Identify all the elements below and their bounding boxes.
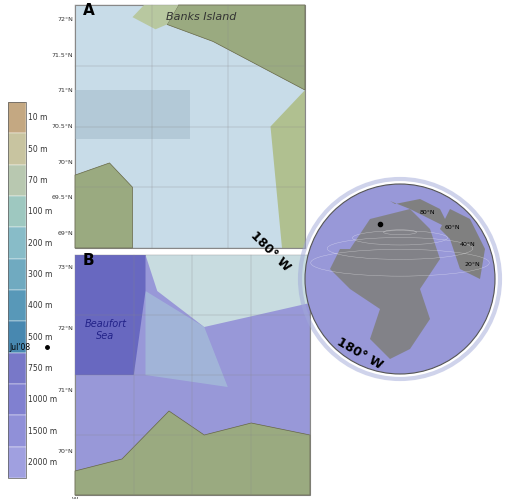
Polygon shape: [75, 163, 132, 248]
Bar: [8, 447, 26, 478]
Text: 71.5°N: 71.5°N: [52, 52, 73, 57]
Polygon shape: [145, 255, 310, 327]
Bar: [8, 165, 26, 196]
Text: 180° W: 180° W: [334, 336, 384, 372]
Bar: [8, 228, 26, 258]
Text: 400 m: 400 m: [28, 301, 53, 310]
Bar: [8, 290, 26, 321]
Bar: [8, 133, 26, 165]
Bar: [8, 196, 26, 228]
Text: 200 m: 200 m: [28, 239, 52, 248]
Bar: [8, 102, 26, 133]
Text: 40°N: 40°N: [459, 242, 475, 247]
Text: 50 m: 50 m: [28, 145, 47, 154]
Polygon shape: [75, 90, 189, 139]
Text: 1000 m: 1000 m: [28, 395, 57, 404]
Text: 500 m: 500 m: [28, 332, 53, 341]
Text: 1500 m: 1500 m: [28, 427, 57, 436]
Bar: [8, 321, 26, 353]
Polygon shape: [389, 199, 449, 229]
Text: 80°N: 80°N: [419, 210, 435, 215]
Text: Banks Island: Banks Island: [166, 12, 236, 22]
Bar: [75, 255, 310, 495]
Bar: [8, 258, 26, 290]
Text: 10 m: 10 m: [28, 113, 47, 122]
Text: 70°N: 70°N: [57, 160, 73, 165]
Text: 69°N: 69°N: [57, 231, 73, 236]
Text: 70.5°N: 70.5°N: [52, 124, 73, 129]
Text: A: A: [83, 3, 94, 18]
Text: 73°N: 73°N: [57, 265, 73, 270]
Text: B: B: [83, 253, 94, 268]
Text: 69.5°N: 69.5°N: [52, 196, 73, 201]
Text: Jul'08: Jul'08: [9, 343, 30, 352]
Text: 70°N: 70°N: [57, 450, 73, 455]
Polygon shape: [439, 209, 484, 279]
Polygon shape: [132, 5, 178, 29]
Text: 71°N: 71°N: [57, 88, 73, 93]
Text: W: W: [72, 497, 78, 499]
Text: 72°N: 72°N: [57, 326, 73, 331]
Text: 180° W: 180° W: [247, 229, 292, 273]
Bar: [75, 5, 305, 248]
Bar: [8, 353, 26, 384]
Bar: [8, 415, 26, 447]
Text: 60°N: 60°N: [444, 225, 460, 230]
Text: 20°N: 20°N: [464, 261, 480, 266]
Bar: [8, 384, 26, 415]
Text: 750 m: 750 m: [28, 364, 53, 373]
Text: 70 m: 70 m: [28, 176, 47, 185]
Text: 2000 m: 2000 m: [28, 458, 57, 467]
Polygon shape: [270, 90, 305, 248]
Text: 300 m: 300 m: [28, 270, 53, 279]
Polygon shape: [145, 291, 227, 387]
Text: Beaufort
Sea: Beaufort Sea: [84, 319, 126, 341]
Text: 71°N: 71°N: [57, 388, 73, 393]
Text: 100 m: 100 m: [28, 207, 52, 216]
Circle shape: [305, 184, 494, 374]
Text: 72°N: 72°N: [57, 17, 73, 22]
Bar: [8, 102, 26, 478]
Polygon shape: [167, 5, 305, 90]
Polygon shape: [329, 209, 439, 359]
Polygon shape: [75, 411, 310, 495]
Polygon shape: [75, 255, 145, 375]
